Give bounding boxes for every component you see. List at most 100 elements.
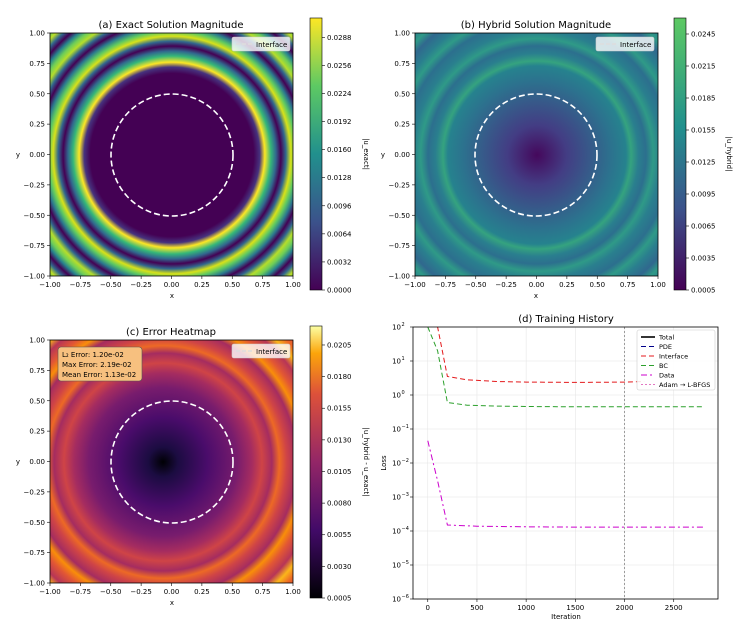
- y-tick-label: −0.75: [24, 242, 45, 250]
- x-tick-label: 1.00: [285, 281, 301, 289]
- panel-c-ylabel: y: [16, 458, 20, 466]
- x-tick-label: 2500: [665, 604, 683, 612]
- y-tick-label: 0.50: [394, 90, 410, 98]
- panel-a-colorbar: [309, 17, 323, 291]
- y-tick-label: −1.00: [24, 580, 45, 588]
- colorbar-tick-label: 0.0130: [327, 436, 352, 444]
- x-tick-label: −1.00: [39, 281, 60, 289]
- panel-c-legend: Interface: [231, 343, 291, 359]
- y-tick-label: 0.50: [29, 397, 45, 405]
- x-tick-label: −0.50: [100, 281, 121, 289]
- y-tick-exponent: −4: [402, 526, 409, 532]
- panel-c: (c) Error Heatmap Interface L₂ Error: 1.…: [16, 325, 370, 607]
- legend-label: Adam → L-BFGS: [659, 381, 710, 389]
- y-tick-label: 10: [392, 426, 401, 434]
- panel-b-interface-circle: [474, 93, 598, 217]
- colorbar-tick-label: 0.0288: [327, 34, 352, 42]
- y-tick-exponent: −5: [402, 560, 409, 566]
- x-tick-label: −0.25: [130, 281, 151, 289]
- legend-label: Interface: [659, 353, 688, 361]
- colorbar-tick-label: 0.0155: [691, 127, 716, 135]
- legend-label: BC: [659, 362, 668, 370]
- panel-b-colorbar: [673, 17, 687, 291]
- series-line-bc: [427, 327, 704, 408]
- panel-c-cbar-label: |u_hybrid - u_exact|: [362, 427, 370, 496]
- x-tick-label: 0.25: [194, 281, 210, 289]
- y-tick-exponent: −2: [402, 458, 409, 464]
- y-tick-label: 0.00: [29, 458, 45, 466]
- colorbar-tick-label: 0.0032: [327, 258, 352, 266]
- x-tick-label: −0.75: [70, 588, 91, 596]
- y-tick-label: 10: [392, 460, 401, 468]
- panel-a-heatmap: [50, 33, 293, 276]
- panel-a-title: (a) Exact Solution Magnitude: [99, 20, 244, 31]
- panel-d-axes: 0 500 1000 1500 2000 250010−610−510−410−310−2…: [392, 322, 683, 612]
- y-tick-label: −1.00: [24, 273, 45, 281]
- panel-a-interface-circle: [110, 93, 234, 217]
- x-tick-label: 0.00: [164, 281, 180, 289]
- colorbar-tick-label: 0.0096: [327, 202, 352, 210]
- y-tick-label: −0.75: [389, 242, 410, 250]
- x-tick-label: 1.00: [650, 281, 666, 289]
- colorbar-tick-label: 0.0224: [327, 90, 352, 98]
- y-tick-label: 10: [392, 562, 401, 570]
- legend-label: Data: [659, 372, 675, 380]
- panel-b-heatmap: [415, 33, 658, 276]
- colorbar-tick-label: 0.0055: [327, 531, 352, 539]
- x-tick-label: 1500: [566, 604, 584, 612]
- colorbar-tick-label: 0.0185: [691, 95, 716, 103]
- panel-a-ylabel: y: [16, 151, 20, 159]
- panel-b-legend: Interface: [595, 36, 655, 52]
- y-tick-label: −0.50: [389, 212, 410, 220]
- y-tick-label: 10: [392, 392, 401, 400]
- colorbar-tick-label: 0.0160: [327, 146, 352, 154]
- panel-a-legend: Interface: [231, 36, 291, 52]
- colorbar-tick-label: 0.0180: [327, 373, 352, 381]
- colorbar-tick-label: 0.0155: [327, 405, 352, 413]
- x-tick-label: 500: [470, 604, 483, 612]
- y-tick-label: 10: [392, 596, 401, 604]
- x-tick-label: 0.50: [589, 281, 605, 289]
- x-tick-label: 0.50: [224, 281, 240, 289]
- panel-a: (a) Exact Solution Magnitude Interface −…: [16, 17, 370, 300]
- x-tick-label: 2000: [616, 604, 634, 612]
- colorbar-tick-label: 0.0080: [327, 500, 352, 508]
- y-tick-label: 1.00: [29, 337, 45, 345]
- x-tick-label: 0.00: [529, 281, 545, 289]
- panel-b-title: (b) Hybrid Solution Magnitude: [461, 20, 611, 31]
- colorbar-tick-label: 0.0005: [327, 595, 352, 603]
- x-tick-label: −0.25: [495, 281, 516, 289]
- y-tick-label: 0.25: [29, 428, 45, 436]
- y-tick-label: 0.25: [29, 121, 45, 129]
- colorbar-tick-label: 0.0105: [327, 468, 352, 476]
- y-tick-label: −0.25: [389, 181, 410, 189]
- x-tick-label: −1.00: [404, 281, 425, 289]
- x-tick-label: −0.50: [465, 281, 486, 289]
- series-line-interface: [436, 327, 645, 383]
- x-tick-label: −1.00: [39, 588, 60, 596]
- panel-b-legend-label: Interface: [620, 41, 651, 49]
- panel-c-colorbar: [309, 325, 323, 599]
- legend-box: [636, 329, 716, 391]
- colorbar-tick-label: 0.0035: [691, 255, 716, 263]
- x-tick-label: 1.00: [285, 588, 301, 596]
- y-tick-exponent: 0: [402, 390, 405, 396]
- panel-d-series: [427, 327, 704, 599]
- colorbar-tick-label: 0.0030: [327, 563, 352, 571]
- y-tick-label: −0.25: [24, 488, 45, 496]
- y-tick-label: −0.25: [24, 181, 45, 189]
- panel-d-title: (d) Training History: [518, 314, 614, 325]
- y-tick-label: 0.75: [394, 60, 410, 68]
- y-tick-label: −1.00: [389, 273, 410, 281]
- y-tick-label: 0.25: [394, 121, 410, 129]
- y-tick-label: 0.50: [29, 90, 45, 98]
- panel-a-xlabel: x: [170, 292, 174, 300]
- y-tick-label: 10: [392, 494, 401, 502]
- y-tick-label: −0.50: [24, 519, 45, 527]
- panel-c-stat-l2: L₂ Error: 1.20e-02: [62, 351, 124, 359]
- legend-label: Total: [658, 334, 674, 342]
- x-tick-label: −0.50: [100, 588, 121, 596]
- colorbar-tick-label: 0.0005: [691, 287, 716, 295]
